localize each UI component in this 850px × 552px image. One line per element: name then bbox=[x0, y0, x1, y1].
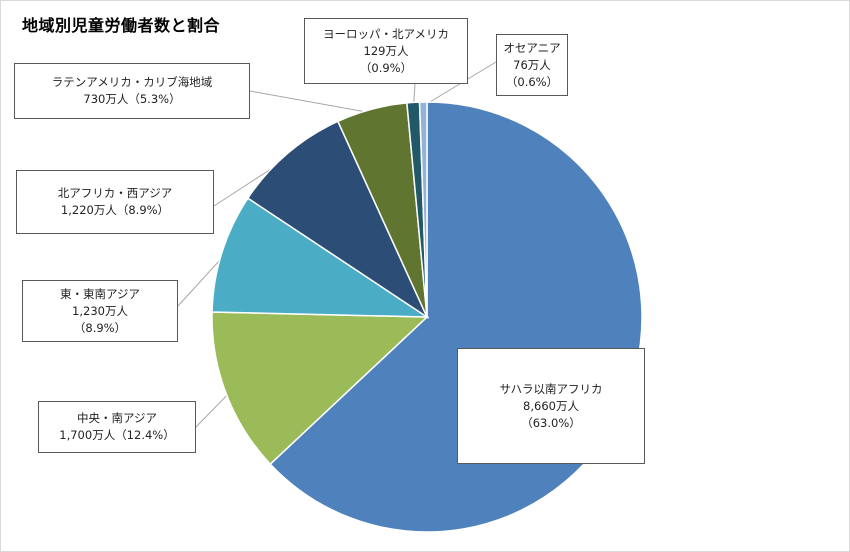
slice-percent: （0.9%） bbox=[359, 60, 413, 75]
label-europe-north-america: ヨーロッパ・北アメリカ 129万人 （0.9%） bbox=[304, 18, 468, 84]
slice-north-africa-west-asia bbox=[246, 120, 429, 320]
slice-name: 北アフリカ・西アジア bbox=[57, 186, 173, 200]
label-latin-america-caribbean: ラテンアメリカ・カリブ海地域 730万人（5.3%） bbox=[14, 63, 250, 119]
slice-name: オセアニア bbox=[503, 40, 561, 55]
leader-line bbox=[423, 61, 497, 107]
slice-name: 中央・南アジア bbox=[76, 411, 158, 425]
label-central-south-asia: 中央・南アジア 1,700万人（12.4%） bbox=[38, 401, 196, 453]
slice-name: ヨーロッパ・北アメリカ bbox=[323, 26, 449, 41]
label-east-southeast-asia: 東・東南アジア 1,230万人 （8.9%） bbox=[22, 280, 178, 342]
slice-value-percent: 1,700万人（12.4%） bbox=[59, 428, 175, 442]
label-oceania: オセアニア 76万人 （0.6%） bbox=[496, 34, 568, 96]
slice-east-southeast-asia bbox=[211, 197, 430, 318]
slice-percent: （0.6%） bbox=[505, 74, 559, 89]
slice-value-percent: 1,220万人（8.9%） bbox=[60, 203, 170, 217]
slice-name: ラテンアメリカ・カリブ海地域 bbox=[51, 75, 213, 89]
slice-name: サハラ以南アフリカ bbox=[499, 381, 603, 396]
slice-percent: （63.0%） bbox=[521, 415, 581, 430]
slice-central-south-asia bbox=[211, 311, 429, 466]
leader-line bbox=[195, 391, 231, 428]
slice-percent: （8.9%） bbox=[73, 320, 127, 335]
slice-value-percent: 730万人（5.3%） bbox=[83, 92, 181, 106]
slice-name: 東・東南アジア bbox=[59, 286, 141, 301]
slice-oceania bbox=[418, 101, 428, 318]
pie-slices bbox=[211, 101, 643, 533]
slice-value: 129万人 bbox=[363, 43, 409, 58]
slice-value: 76万人 bbox=[513, 57, 551, 72]
label-sub-saharan-africa: サハラ以南アフリカ 8,660万人 （63.0%） bbox=[457, 348, 645, 464]
leader-line bbox=[177, 253, 227, 307]
chart-title: 地域別児童労働者数と割合 bbox=[22, 16, 221, 35]
slice-value: 1,230万人 bbox=[72, 303, 128, 318]
leader-line bbox=[249, 90, 373, 114]
label-north-africa-west-asia: 北アフリカ・西アジア 1,220万人（8.9%） bbox=[16, 170, 214, 234]
slice-value: 8,660万人 bbox=[523, 398, 579, 413]
